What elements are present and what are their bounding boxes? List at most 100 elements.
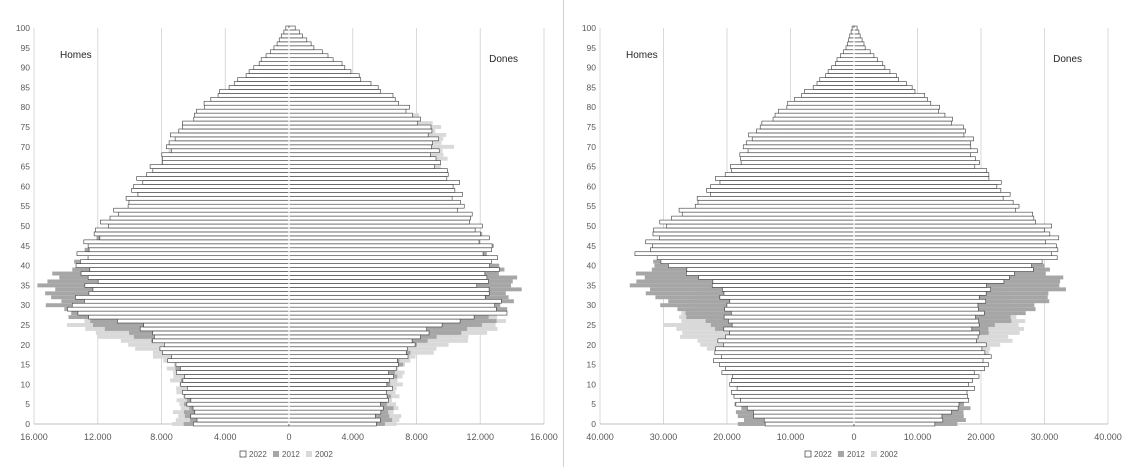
bar-women-2022 — [288, 366, 397, 371]
bar-men-2022 — [190, 413, 290, 419]
bar-women-2022 — [853, 306, 979, 312]
bar-women-2022 — [288, 104, 410, 110]
y-tick-label: 65 — [587, 162, 597, 172]
bar-men-2022 — [283, 29, 290, 35]
bar-men-2022 — [712, 279, 855, 284]
bar-men-2022 — [184, 394, 290, 399]
bar-men-2022 — [163, 342, 290, 348]
bar-men-2022 — [118, 211, 290, 217]
bar-men-2022 — [143, 322, 290, 328]
bar-women-2022 — [853, 275, 1010, 280]
bar-women-2022 — [288, 81, 372, 86]
bar-men-2022 — [787, 100, 855, 106]
bar-women-2022 — [288, 358, 398, 363]
bar-men-2022 — [723, 314, 855, 320]
bar-men-2022 — [80, 271, 290, 276]
y-tick-label: 25 — [587, 320, 597, 330]
bar-women-2022 — [288, 354, 409, 359]
bar-women-2022 — [288, 318, 461, 324]
bar-men-2022 — [93, 231, 290, 237]
bar-women-2022 — [853, 100, 932, 106]
bar-men-2022 — [723, 342, 855, 348]
bar-women-2022 — [853, 108, 939, 114]
bar-women-2022 — [853, 413, 943, 419]
bar-women-2022 — [853, 342, 987, 348]
y-tick-label: 70 — [587, 142, 597, 152]
bar-men-2022 — [706, 188, 855, 193]
bar-women-2022 — [288, 413, 376, 419]
bar-women-2022 — [288, 322, 443, 328]
bar-women-2022 — [288, 223, 483, 229]
y-tick-label: 30 — [21, 300, 31, 310]
y-tick-label: 100 — [16, 23, 30, 33]
bar-women-2022 — [288, 401, 381, 407]
bar-women-2022 — [853, 298, 987, 304]
bar-women-2022 — [288, 180, 460, 185]
bar-women-2022 — [288, 251, 484, 256]
bar-men-2022 — [825, 73, 855, 78]
legend-label-2022: 2022 — [249, 450, 267, 459]
bar-men-2022 — [723, 291, 855, 296]
bar-women-2022 — [853, 322, 980, 328]
x-tick-label: 30.000 — [650, 432, 678, 442]
bar-men-2022 — [686, 271, 855, 276]
bar-women-2022 — [853, 211, 1033, 217]
bar-men-2022 — [650, 247, 855, 253]
bar-men-2022 — [726, 302, 855, 308]
bar-women-2022 — [853, 401, 960, 407]
bar-men-2022 — [162, 350, 290, 355]
bar-men-2022 — [139, 326, 290, 332]
bar-men-2022 — [186, 401, 290, 407]
bar-women-2022 — [853, 358, 984, 363]
y-tick-label: 70 — [21, 142, 31, 152]
bar-men-2022 — [634, 251, 855, 256]
bar-women-2022 — [288, 259, 492, 264]
bar-women-2022 — [853, 259, 1043, 264]
bar-men-2022 — [75, 263, 290, 268]
bar-men-2022 — [125, 196, 290, 201]
bar-women-2022 — [853, 330, 981, 336]
bar-men-2022 — [168, 140, 290, 146]
bar-men-2022 — [67, 306, 290, 312]
bar-men-2022 — [258, 61, 290, 66]
x-tick-label: 16.000 — [530, 432, 558, 442]
bar-men-2022 — [87, 243, 290, 249]
bar-women-2022 — [288, 172, 449, 177]
y-tick-label: 50 — [587, 221, 597, 231]
x-tick-label: 20.000 — [713, 432, 741, 442]
bar-women-2022 — [853, 350, 986, 355]
x-tick-label: 10.000 — [777, 432, 805, 442]
bar-men-2022 — [219, 89, 290, 94]
y-tick-label: 40 — [21, 261, 31, 271]
bar-men-2022 — [265, 53, 290, 58]
bar-men-2022 — [849, 33, 855, 39]
y-tick-label: 100 — [582, 23, 596, 33]
legend-swatch-2022 — [804, 450, 812, 458]
bar-men-2022 — [742, 144, 855, 150]
bar-men-2022 — [175, 362, 290, 367]
bar-men-2022 — [182, 390, 290, 395]
bar-women-2022 — [288, 89, 381, 94]
bar-men-2022 — [694, 203, 855, 209]
bar-men-2022 — [136, 176, 290, 181]
bar-women-2022 — [288, 61, 343, 66]
bar-men-2022 — [751, 136, 855, 142]
bar-women-2022 — [288, 267, 500, 272]
bar-women-2022 — [288, 342, 416, 348]
bar-women-2022 — [288, 215, 471, 221]
bar-women-2022 — [288, 409, 382, 415]
bar-men-2022 — [730, 390, 855, 395]
bar-women-2022 — [288, 41, 312, 47]
bar-men-2022 — [761, 120, 855, 126]
bar-men-2022 — [180, 382, 290, 387]
y-tick-label: 90 — [587, 63, 597, 73]
bar-women-2022 — [853, 227, 1045, 233]
bar-women-2022 — [288, 378, 390, 383]
bar-men-2022 — [171, 148, 290, 154]
bar-men-2022 — [109, 215, 290, 221]
bar-men-2022 — [84, 283, 290, 288]
bar-women-2022 — [288, 148, 440, 154]
bar-women-2022 — [288, 136, 439, 142]
bar-women-2022 — [853, 243, 1057, 249]
bar-women-2022 — [288, 298, 502, 304]
